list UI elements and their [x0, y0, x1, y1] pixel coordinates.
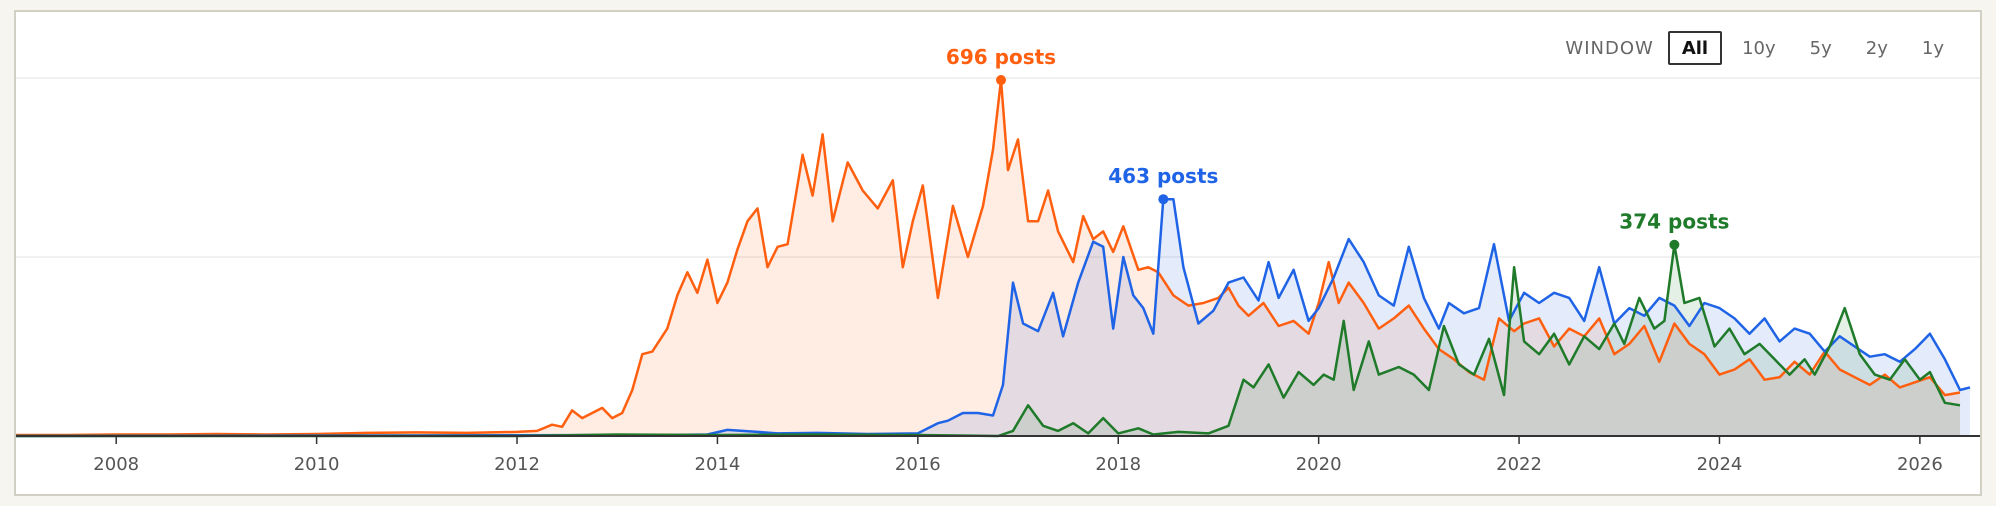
- x-tick-label-2016: 2016: [895, 454, 941, 475]
- series-2-peak-marker: [1669, 239, 1680, 250]
- x-tick-label-2012: 2012: [494, 454, 540, 475]
- series-2-area: [16, 244, 1960, 436]
- series-2-line: [16, 243, 1961, 438]
- series-0-peak-marker: [996, 75, 1007, 86]
- chart-panel: WINDOW All 10y 5y 2y 1y 696 posts 463 pos…: [14, 10, 1982, 496]
- series-0-area: [16, 80, 1960, 436]
- x-tick-label-2008: 2008: [93, 454, 139, 475]
- series-1-peak-label: 463 posts: [1108, 164, 1218, 188]
- series-0-peak-label: 696 posts: [946, 45, 1056, 69]
- x-tick-label-2024: 2024: [1697, 454, 1743, 475]
- x-tick-label-2010: 2010: [294, 454, 340, 475]
- window-option-2y[interactable]: 2y: [1852, 31, 1902, 65]
- posts-chart: 696 posts 463 posts 374 posts 2008 2010 2012 2…: [16, 45, 1980, 475]
- window-option-all[interactable]: All: [1667, 31, 1723, 65]
- window-selector: WINDOW All 10y 5y 2y 1y: [1565, 30, 1958, 66]
- series-0-line: [16, 78, 1961, 437]
- series-1-peak-marker: [1158, 194, 1169, 205]
- x-tick-label-2020: 2020: [1296, 454, 1342, 475]
- x-tick-label-2014: 2014: [695, 454, 741, 475]
- series-1-area: [16, 199, 1970, 436]
- x-tick-label-2018: 2018: [1095, 454, 1141, 475]
- series-1-line: [16, 197, 1971, 438]
- window-label: WINDOW: [1565, 37, 1654, 59]
- x-tick-label-2026: 2026: [1897, 454, 1943, 475]
- window-option-10y[interactable]: 10y: [1728, 31, 1790, 65]
- x-tick-label-2022: 2022: [1496, 454, 1542, 475]
- window-option-5y[interactable]: 5y: [1796, 31, 1846, 65]
- series-2-peak-label: 374 posts: [1619, 210, 1729, 234]
- window-option-1y[interactable]: 1y: [1908, 31, 1958, 65]
